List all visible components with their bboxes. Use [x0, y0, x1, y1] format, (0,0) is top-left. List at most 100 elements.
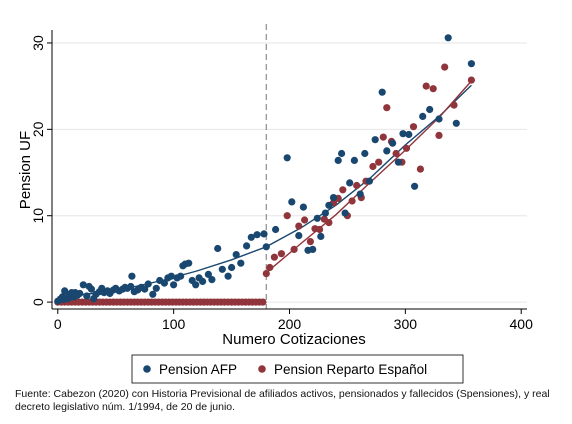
source-note-line-2: decreto legislativo núm. 1/1994, de 20 d…: [15, 401, 236, 413]
data-point-reparto: [375, 158, 383, 166]
data-point-afp: [356, 190, 364, 198]
data-point-afp: [371, 136, 379, 144]
legend-label-afp: Pension AFP: [159, 362, 237, 377]
legend-marker-afp: [143, 365, 151, 373]
data-point-afp: [149, 290, 157, 298]
data-point-afp: [288, 198, 296, 206]
data-point-afp: [435, 115, 443, 123]
legend-box: [131, 354, 464, 384]
data-point-afp: [341, 209, 349, 217]
data-point-afp: [79, 281, 87, 289]
data-point-reparto: [383, 104, 391, 112]
data-point-afp: [224, 272, 232, 280]
data-point-afp: [272, 225, 280, 234]
data-point-afp: [394, 158, 402, 166]
data-point-afp: [260, 230, 268, 238]
fit-line-series-0-segment-1: [265, 84, 472, 248]
data-point-afp: [208, 276, 216, 284]
data-point-afp: [127, 282, 135, 291]
data-point-afp: [419, 112, 427, 120]
data-point-reparto: [301, 216, 309, 224]
source-note-line-1: Fuente: Cabezon (2020) con Historia Prev…: [15, 388, 550, 400]
axes: [51, 30, 527, 310]
data-point-reparto: [450, 101, 458, 109]
data-point-afp: [170, 281, 178, 289]
data-point-afp: [329, 194, 338, 202]
data-point-afp: [192, 281, 200, 289]
data-point-reparto: [325, 219, 333, 227]
x-tick-label: 100: [162, 316, 186, 332]
data-point-afp: [232, 251, 240, 259]
data-point-reparto: [369, 162, 377, 171]
x-tick-label: 400: [510, 316, 534, 332]
data-point-reparto: [379, 133, 387, 141]
data-point-afp: [144, 280, 152, 288]
data-point-afp: [76, 289, 84, 298]
y-tick-label: 20: [30, 121, 46, 137]
data-point-afp: [389, 139, 397, 147]
data-point-reparto: [306, 238, 314, 246]
data-point-reparto: [259, 298, 267, 306]
data-point-afp: [378, 88, 386, 96]
data-point-afp: [361, 149, 369, 158]
data-point-afp: [83, 292, 91, 300]
grid-lines: [52, 42, 527, 303]
data-point-afp: [346, 179, 354, 187]
data-point-reparto: [416, 165, 424, 173]
data-point-afp: [185, 259, 193, 267]
data-point-reparto: [441, 63, 449, 71]
data-point-afp: [399, 130, 407, 138]
fit-lines: [57, 80, 472, 303]
data-point-afp: [338, 149, 346, 158]
data-point-afp: [350, 156, 358, 164]
data-point-reparto: [392, 149, 400, 158]
data-point-afp: [214, 244, 222, 253]
y-tick-label: 10: [30, 208, 46, 224]
data-point-afp: [426, 105, 434, 114]
legend: Pension AFP Pension Reparto Español: [131, 354, 464, 384]
data-point-reparto: [402, 144, 411, 152]
data-point-afp: [444, 34, 452, 42]
data-point-afp: [334, 156, 342, 164]
data-point-afp: [228, 263, 236, 272]
data-point-afp: [452, 119, 460, 127]
data-point-afp: [253, 231, 261, 239]
y-tick-label: 0: [30, 298, 46, 306]
data-point-reparto: [339, 186, 347, 194]
data-point-afp: [365, 177, 373, 185]
data-points: [54, 34, 475, 306]
data-point-reparto: [290, 245, 298, 253]
data-point-afp: [199, 277, 207, 285]
data-point-reparto: [422, 82, 430, 90]
x-tick-label: 200: [278, 316, 302, 332]
data-point-afp: [299, 203, 307, 211]
data-point-afp: [237, 259, 245, 267]
data-point-afp: [128, 272, 136, 280]
data-point-reparto: [283, 212, 291, 220]
legend-marker-reparto: [258, 365, 266, 373]
data-point-afp: [218, 265, 226, 273]
data-point-afp: [204, 270, 212, 278]
y-tick-label: 30: [30, 35, 46, 51]
data-point-afp: [247, 233, 255, 241]
data-point-afp: [325, 201, 333, 209]
source-note: Fuente: Cabezon (2020) con Historia Prev…: [15, 388, 555, 414]
y-axis-title: Pension UF: [17, 131, 34, 209]
data-point-afp: [313, 214, 321, 222]
data-point-afp: [243, 242, 251, 250]
data-point-reparto: [429, 85, 437, 93]
data-point-afp: [321, 209, 329, 217]
data-point-afp: [317, 232, 325, 240]
data-point-reparto: [467, 76, 475, 84]
data-point-afp: [141, 285, 149, 293]
data-point-afp: [152, 284, 160, 292]
legend-label-reparto: Pension Reparto Español: [274, 362, 427, 377]
data-point-reparto: [270, 253, 278, 261]
data-point-afp: [167, 272, 175, 280]
data-point-afp: [262, 243, 270, 251]
data-point-reparto: [266, 263, 274, 272]
data-point-reparto: [277, 250, 285, 258]
data-point-afp: [309, 245, 317, 253]
fit-line-series-1-segment-1: [265, 80, 472, 274]
